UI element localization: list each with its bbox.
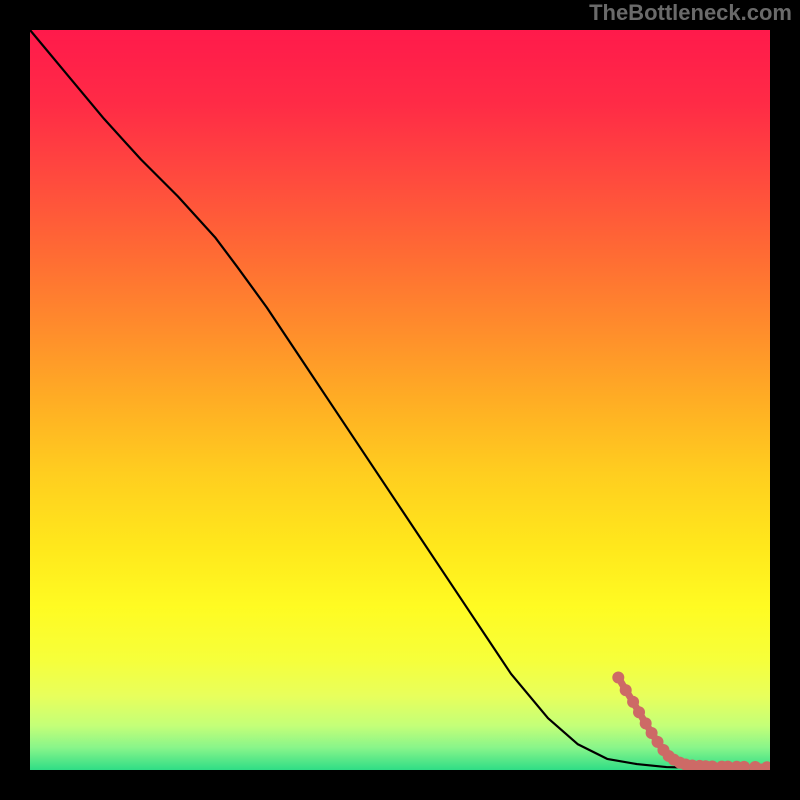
heatmap-background	[30, 30, 770, 770]
watermark-text: TheBottleneck.com	[589, 0, 792, 26]
bottleneck-chart	[0, 0, 800, 800]
marker-dot	[633, 706, 645, 718]
frame-border	[0, 770, 800, 800]
frame-border	[770, 0, 800, 800]
marker-dot	[620, 684, 632, 696]
marker-dot	[612, 672, 624, 684]
frame-border	[0, 0, 30, 800]
marker-dot	[627, 696, 639, 708]
